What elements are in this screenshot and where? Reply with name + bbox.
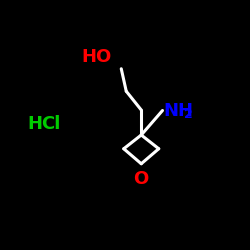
Text: Cl: Cl (41, 115, 60, 133)
Text: O: O (134, 170, 149, 188)
Text: H: H (28, 115, 42, 133)
Text: NH: NH (164, 102, 194, 119)
Text: HO: HO (81, 48, 111, 66)
Text: 2: 2 (184, 108, 192, 121)
